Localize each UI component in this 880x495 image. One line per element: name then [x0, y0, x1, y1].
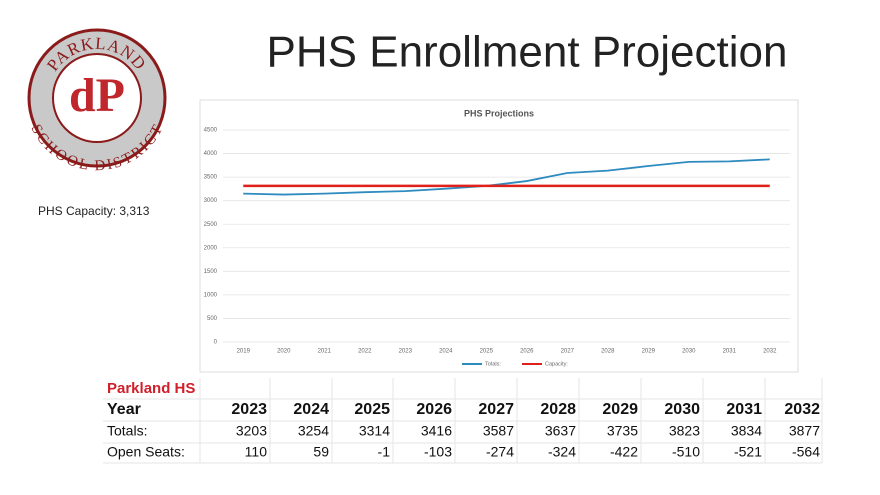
table-cell: 3416	[421, 423, 452, 439]
table-cell: 2025	[354, 401, 390, 418]
chart-title: PHS Projections	[464, 108, 534, 118]
table: Parkland HS Year 2023 2024 2025 2026 2027 2028 2…	[103, 378, 823, 464]
table-cell: 3587	[483, 423, 514, 439]
x-tick-label: 2020	[277, 349, 291, 355]
logo-center	[52, 53, 142, 143]
table-cell: 110	[245, 444, 268, 460]
y-tick-label: 1500	[204, 269, 218, 275]
y-tick-label: 2000	[204, 245, 218, 251]
table-cell: 3637	[545, 423, 576, 439]
x-tick-label: 2027	[561, 349, 575, 355]
x-tick-label: 2032	[763, 349, 777, 355]
table-cell: 59	[313, 444, 329, 460]
x-tick-label: 2022	[358, 349, 372, 355]
y-tick-label: 4000	[204, 151, 218, 157]
y-tick-label: 500	[207, 316, 218, 322]
legend-label: Totals:	[485, 361, 501, 367]
x-tick-label: 2029	[642, 349, 656, 355]
table-cell: 3877	[789, 423, 820, 439]
x-tick-label: 2021	[318, 349, 332, 355]
table-cell: -103	[424, 444, 452, 460]
x-tick-label: 2024	[439, 349, 453, 355]
row-header: Year	[107, 401, 141, 418]
table-cell: 3314	[359, 423, 390, 439]
legend-label: Capacity:	[545, 361, 568, 367]
logo-mark: dP	[69, 69, 125, 122]
row-header: Open Seats:	[107, 444, 185, 460]
table-cell: -324	[548, 444, 576, 460]
table-cell: 3203	[236, 423, 267, 439]
table-cell: 2026	[416, 401, 452, 418]
table-cell: 2029	[602, 401, 638, 418]
capacity-note: PHS Capacity: 3,313	[38, 204, 150, 218]
chart-frame	[199, 99, 799, 373]
table-cell: 3254	[298, 423, 329, 439]
table-cell: -1	[378, 444, 391, 460]
table-cell: 2028	[540, 401, 576, 418]
y-tick-label: 2500	[204, 222, 218, 228]
table-cell: -274	[486, 444, 514, 460]
table-cell: -422	[610, 444, 638, 460]
x-tick-label: 2026	[520, 349, 534, 355]
table-caption: Parkland HS	[107, 380, 195, 397]
x-tick-label: 2019	[237, 349, 251, 355]
x-tick-label: 2025	[480, 349, 494, 355]
row-header: Totals:	[107, 423, 147, 439]
y-tick-label: 4500	[204, 128, 218, 134]
table-cell: -521	[734, 444, 762, 460]
table-cell: 2032	[784, 401, 820, 418]
table-cell: -564	[792, 444, 820, 460]
y-tick-label: 1000	[204, 292, 218, 298]
x-tick-label: 2023	[399, 349, 413, 355]
table-cell: 2024	[293, 401, 329, 418]
y-tick-label: 0	[214, 340, 218, 346]
table-cell: -510	[672, 444, 700, 460]
table-cell: 2031	[726, 401, 762, 418]
logo: PARKLAND SCHOOL DISTRICT dP	[27, 28, 167, 175]
table-cell: 3823	[669, 423, 700, 439]
slide-title: PHS Enrollment Projection	[267, 28, 788, 77]
x-tick-label: 2030	[682, 349, 696, 355]
table-cell: 2030	[664, 401, 700, 418]
table-cell: 2027	[478, 401, 514, 418]
x-tick-label: 2028	[601, 349, 615, 355]
series-line	[243, 158, 770, 196]
x-tick-label: 2031	[723, 349, 737, 355]
chart: 0 500 1000 1500 2000 2500 3000 3500 4000 4500 2019…	[204, 128, 790, 367]
table-cell: 3735	[607, 423, 638, 439]
table-cell: 3834	[731, 423, 762, 439]
table-cell: 2023	[231, 401, 267, 418]
y-tick-label: 3500	[204, 175, 218, 181]
y-tick-label: 3000	[204, 198, 218, 204]
